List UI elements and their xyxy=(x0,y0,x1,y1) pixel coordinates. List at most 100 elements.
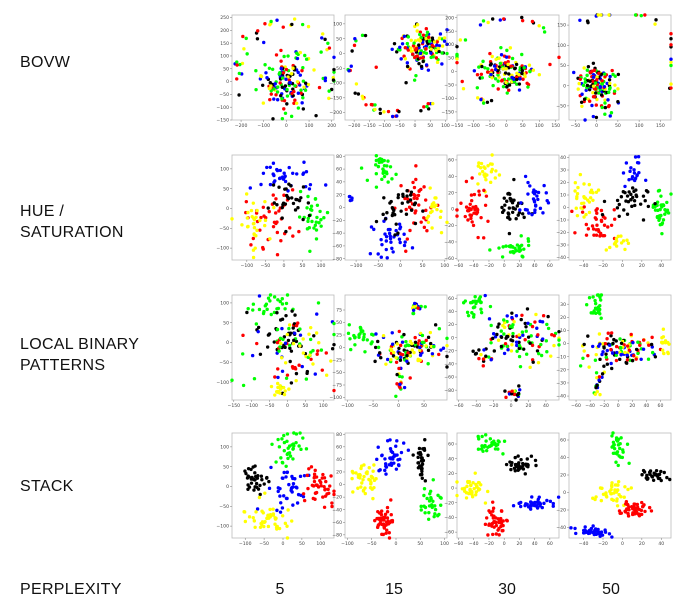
data-point xyxy=(242,510,247,514)
data-point xyxy=(278,299,282,304)
data-point xyxy=(300,68,304,73)
data-point xyxy=(476,434,480,439)
data-point xyxy=(637,507,642,512)
data-point xyxy=(581,356,585,360)
data-point xyxy=(445,343,449,348)
points xyxy=(570,155,673,252)
data-point xyxy=(595,211,599,215)
data-point xyxy=(598,85,603,90)
data-point xyxy=(287,451,292,455)
data-point xyxy=(400,42,405,46)
data-point xyxy=(324,479,328,484)
data-point xyxy=(390,205,395,210)
data-point xyxy=(545,322,549,327)
data-point xyxy=(507,72,511,76)
data-point xyxy=(518,388,522,392)
data-point xyxy=(283,174,287,178)
x-tick-label: −50 xyxy=(367,541,377,547)
data-point xyxy=(520,313,524,317)
data-point xyxy=(238,62,242,67)
data-point xyxy=(489,98,494,103)
data-point xyxy=(332,55,336,59)
data-point xyxy=(620,455,625,460)
data-point xyxy=(235,60,239,64)
data-point xyxy=(405,197,410,201)
data-point xyxy=(287,326,291,331)
data-point xyxy=(538,502,543,506)
data-point xyxy=(612,89,617,93)
data-point xyxy=(279,356,284,360)
data-point xyxy=(437,326,442,331)
data-point xyxy=(278,345,282,349)
data-point xyxy=(292,431,296,435)
data-point xyxy=(486,67,490,71)
data-point xyxy=(286,508,290,512)
data-point xyxy=(230,378,234,382)
data-point xyxy=(548,499,553,504)
data-point xyxy=(274,460,278,464)
data-point xyxy=(422,185,426,189)
data-point xyxy=(296,492,301,497)
data-point xyxy=(636,340,640,344)
y-tick-label: 0 xyxy=(339,205,342,211)
data-point xyxy=(589,188,594,192)
data-point xyxy=(284,187,288,191)
y-tick-label: −20 xyxy=(556,367,566,373)
data-point xyxy=(582,342,586,347)
data-point xyxy=(436,493,440,497)
data-point xyxy=(623,485,627,489)
data-point xyxy=(402,232,406,236)
data-point xyxy=(487,355,491,359)
data-point xyxy=(353,91,357,95)
data-point xyxy=(517,464,521,468)
data-point xyxy=(445,365,449,369)
data-point xyxy=(622,495,626,499)
data-point xyxy=(432,201,436,205)
data-point xyxy=(438,32,443,36)
data-point xyxy=(398,382,402,387)
data-point xyxy=(275,203,279,207)
data-point xyxy=(479,447,484,451)
data-point xyxy=(420,333,425,338)
y-tick-label: 150 xyxy=(220,41,229,47)
x-tick-label: −150 xyxy=(227,403,240,409)
data-point xyxy=(312,479,317,484)
data-point xyxy=(491,516,495,520)
data-point xyxy=(282,433,286,438)
data-point xyxy=(510,461,514,465)
x-tick-label: −40 xyxy=(469,263,479,269)
data-point xyxy=(400,201,404,205)
y-tick-label: 250 xyxy=(220,15,229,21)
data-point xyxy=(297,363,301,367)
data-point xyxy=(445,220,449,224)
data-point xyxy=(383,457,387,461)
data-point xyxy=(275,230,280,235)
data-point xyxy=(595,293,600,297)
data-point xyxy=(412,41,416,45)
data-point xyxy=(582,201,586,205)
data-point xyxy=(632,354,636,358)
data-point xyxy=(492,525,496,529)
data-point xyxy=(522,66,526,70)
data-point xyxy=(541,314,546,318)
data-point xyxy=(581,83,586,88)
data-point xyxy=(274,93,278,97)
data-point xyxy=(413,211,417,215)
data-point xyxy=(269,384,274,389)
data-point xyxy=(487,317,492,321)
data-point xyxy=(279,239,283,243)
data-point xyxy=(409,38,413,43)
data-point xyxy=(258,228,262,232)
data-point xyxy=(359,466,363,471)
data-point xyxy=(398,343,403,348)
data-point xyxy=(624,161,629,165)
data-point xyxy=(499,329,503,333)
data-point xyxy=(578,77,582,82)
data-point xyxy=(286,75,290,79)
data-point xyxy=(641,218,646,222)
data-point xyxy=(276,437,280,442)
data-point xyxy=(408,339,413,344)
data-point xyxy=(630,177,634,181)
data-point xyxy=(384,531,388,535)
